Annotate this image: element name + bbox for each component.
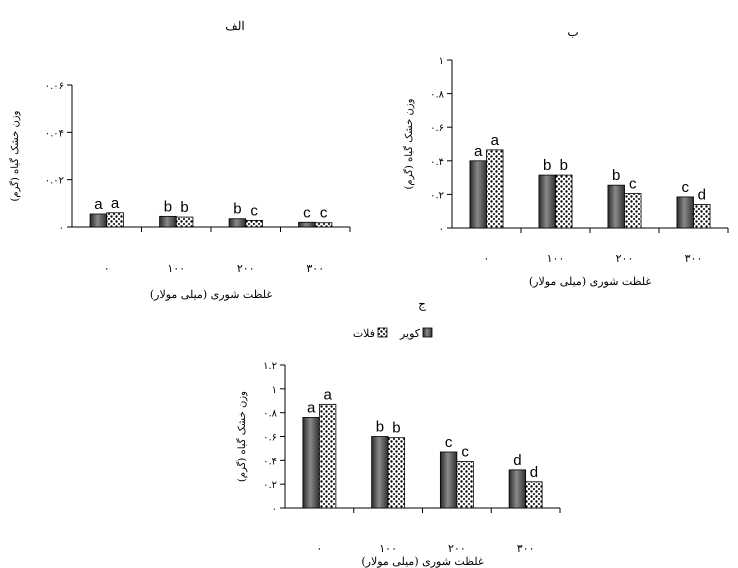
- bar-falat: [245, 219, 263, 228]
- x-tick-label: ۲۰۰: [616, 252, 634, 265]
- legend-label: کویر: [399, 327, 421, 340]
- bar-kavir: [607, 184, 625, 229]
- y-tick-label: ۰: [59, 223, 64, 234]
- bar-kavir: [298, 221, 316, 228]
- y-tick-label: ۰.۰۲: [45, 176, 64, 187]
- x-tick-label: ۱۰۰: [167, 262, 185, 275]
- significance-label: c: [320, 205, 328, 222]
- y-tick-label: ۰: [439, 224, 444, 235]
- significance-label: d: [698, 186, 706, 203]
- y-axis-label: وزن خشک گیاه (گرم): [403, 98, 415, 189]
- bar-falat: [525, 481, 543, 509]
- bar-kavir: [439, 451, 458, 509]
- y-tick-label: ۰.۸: [430, 90, 445, 101]
- significance-label: b: [543, 157, 551, 174]
- significance-label: a: [323, 386, 332, 403]
- x-tick-label: ۱۰۰: [547, 252, 565, 265]
- y-tick-label: ۰.۴: [430, 157, 444, 168]
- bar-falat: [693, 204, 711, 229]
- bar-falat: [387, 437, 406, 509]
- y-tick-label: ۰.۸: [263, 409, 278, 420]
- y-tick-label: ۰.۶: [430, 123, 444, 134]
- bar-kavir: [538, 174, 556, 229]
- x-tick-label: ۲۰۰: [237, 262, 255, 275]
- bar-kavir: [89, 213, 108, 228]
- x-axis-label: غلظت شوری (میلی مولار): [150, 288, 273, 301]
- x-tick-label: ۰: [316, 542, 322, 555]
- x-tick-label: ۱۰۰: [379, 542, 397, 555]
- x-tick-label: ۲۰۰: [448, 542, 466, 555]
- bar-kavir: [159, 215, 177, 228]
- y-tick-label: ۱: [439, 56, 444, 67]
- bar-falat: [456, 461, 474, 509]
- x-tick-label: ۰: [104, 262, 110, 275]
- bar-falat: [486, 149, 504, 229]
- y-tick-label: ۰.۰۴: [45, 128, 64, 139]
- significance-label: b: [180, 199, 188, 216]
- bar-falat: [555, 174, 573, 229]
- significance-label: b: [392, 420, 400, 437]
- y-tick-label: ۰.۲: [430, 190, 444, 201]
- significance-label: a: [474, 143, 483, 160]
- legend-label: فلات: [353, 327, 375, 340]
- significance-label: d: [530, 464, 538, 481]
- significance-label: a: [94, 196, 103, 213]
- significance-label: c: [445, 434, 453, 451]
- y-tick-label: ۰.۴: [263, 456, 277, 467]
- bar-kavir: [508, 469, 527, 509]
- bar-falat: [175, 216, 194, 228]
- significance-label: a: [491, 132, 500, 149]
- significance-label: d: [513, 452, 521, 469]
- bar-falat: [624, 193, 642, 229]
- x-tick-label: ۳۰۰: [306, 262, 324, 275]
- x-tick-label: ۳۰۰: [685, 252, 703, 265]
- chart-title: ج: [418, 297, 426, 311]
- y-tick-label: ۰.۲: [263, 480, 277, 491]
- y-tick-label: ۰.۰۶: [45, 81, 64, 92]
- legend-swatch: [422, 327, 433, 338]
- y-tick-label: ۰.۶: [263, 433, 277, 444]
- significance-label: c: [303, 204, 311, 221]
- significance-label: b: [376, 419, 384, 436]
- bar-kavir: [302, 417, 320, 509]
- bar-kavir: [228, 218, 247, 228]
- chart-3: ج ۰ ۰.۲ ۰.۴ ۰.۶ ۰.۸ ۱ ۱.۲ وزن خشک گیاه (گرم) aa ۰ b…: [236, 297, 561, 568]
- x-axis-label: غلظت شوری (میلی مولار): [361, 555, 484, 568]
- y-tick-label: ۱: [272, 385, 277, 396]
- y-tick-label: ۱.۲: [263, 361, 277, 372]
- y-axis-label: وزن خشک گیاه (گرم): [9, 110, 21, 201]
- significance-label: b: [164, 198, 172, 215]
- bar-kavir: [469, 160, 487, 229]
- y-tick-label: ۰: [272, 504, 277, 515]
- significance-label: a: [111, 195, 120, 212]
- significance-label: c: [681, 179, 689, 196]
- x-tick-label: ۳۰۰: [517, 542, 535, 555]
- bar-kavir: [371, 436, 389, 509]
- y-axis-label: وزن خشک گیاه (گرم): [236, 391, 248, 482]
- x-tick-label: ۰: [484, 252, 490, 265]
- bar-falat: [318, 403, 337, 509]
- legend: کویر فلات: [353, 327, 433, 340]
- significance-label: a: [307, 399, 316, 416]
- significance-label: c: [629, 176, 637, 193]
- chart-title: ب: [567, 25, 578, 39]
- significance-label: b: [560, 157, 568, 174]
- significance-label: b: [612, 167, 620, 184]
- bar-falat: [106, 212, 124, 228]
- significance-label: c: [250, 202, 258, 219]
- chart-title: الف: [225, 19, 244, 33]
- bar-kavir: [676, 196, 694, 229]
- x-axis-label: غلظت شوری (میلی مولار): [529, 275, 652, 288]
- significance-label: c: [461, 444, 469, 461]
- legend-swatch: [377, 327, 388, 338]
- bar-falat: [314, 222, 333, 228]
- significance-label: b: [233, 201, 241, 218]
